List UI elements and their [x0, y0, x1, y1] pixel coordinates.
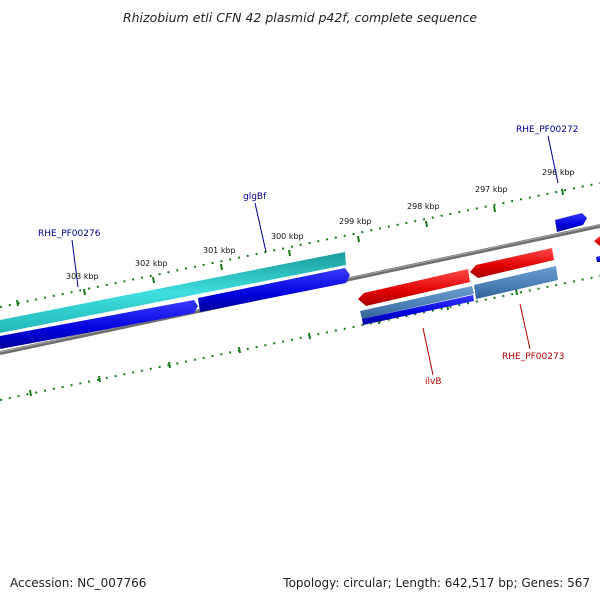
rna-feature-glgBf	[0, 252, 346, 333]
cds-feature-edge-right	[594, 236, 600, 246]
tick-label-300: 300 kbp	[271, 232, 304, 241]
reverse-strand-features	[358, 248, 558, 325]
tick-label-296: 296 kbp	[542, 168, 575, 177]
major-tick	[220, 263, 223, 271]
major-tick	[425, 220, 428, 228]
label-pointer-RHE_PF00272	[547, 135, 559, 184]
major-tick	[238, 346, 241, 354]
major-tick	[493, 205, 496, 213]
inner-ring-dots	[0, 275, 600, 401]
gene-labels: RHE_PF00276 glgBf RHE_PF00272 ilvB RHE_P…	[38, 125, 578, 387]
genome-summary-text: Topology: circular; Length: 642,517 bp; …	[283, 576, 590, 590]
accession-text: Accession: NC_007766	[10, 576, 147, 590]
major-tick	[357, 235, 360, 243]
tick-label-303: 303 kbp	[66, 272, 99, 281]
cds-feature-RHE_PF00276	[0, 300, 198, 349]
major-tick	[83, 288, 86, 296]
gene-label-RHE_PF00276: RHE_PF00276	[38, 229, 101, 239]
gene-label-RHE_PF00272: RHE_PF00272	[516, 125, 578, 135]
cds-feature-ilvB	[358, 269, 470, 306]
major-tick	[308, 332, 311, 340]
outer-tick-ring	[0, 182, 600, 308]
gene-label-glgBf: glgBf	[243, 192, 267, 202]
tick-label-302: 302 kbp	[135, 259, 168, 268]
tick-label-299: 299 kbp	[339, 217, 372, 226]
major-tick	[561, 188, 564, 196]
major-tick	[152, 276, 155, 284]
cds-feature-ilvB-rev	[362, 295, 474, 325]
inner-tick-ring	[0, 275, 600, 401]
major-tick	[515, 288, 518, 296]
cds-feature-RHE_PF00272	[555, 213, 587, 232]
gene-label-ilvB: ilvB	[425, 377, 442, 387]
tick-label-301: 301 kbp	[203, 246, 236, 255]
major-tick	[29, 389, 32, 397]
cds-feature-RHE_PF00273	[470, 248, 554, 278]
rna-feature-RHE_PF00273	[474, 266, 558, 299]
major-tick	[168, 361, 171, 369]
major-tick	[288, 249, 291, 257]
label-pointer-RHE_PF00276	[71, 239, 79, 288]
tick-label-297: 297 kbp	[475, 185, 508, 194]
rna-feature-ilvB	[360, 286, 474, 319]
label-pointer-RHE_PF00273	[519, 303, 531, 350]
gene-label-RHE_PF00273: RHE_PF00273	[502, 352, 564, 362]
major-tick	[98, 375, 101, 383]
cds-feature-edge-right-2	[596, 256, 600, 262]
map-title: Rhizobium etli CFN 42 plasmid p42f, comp…	[122, 10, 478, 25]
major-tick	[16, 299, 19, 307]
scale-labels: 303 kbp 302 kbp 301 kbp 300 kbp 299 kbp …	[66, 168, 575, 281]
outer-ring-dots	[0, 182, 600, 308]
tick-label-298: 298 kbp	[407, 202, 440, 211]
label-pointer-glgBf	[254, 202, 267, 253]
cds-feature-glgBf	[198, 268, 350, 312]
forward-strand-features	[0, 213, 600, 349]
label-pointer-ilvB	[422, 327, 434, 376]
